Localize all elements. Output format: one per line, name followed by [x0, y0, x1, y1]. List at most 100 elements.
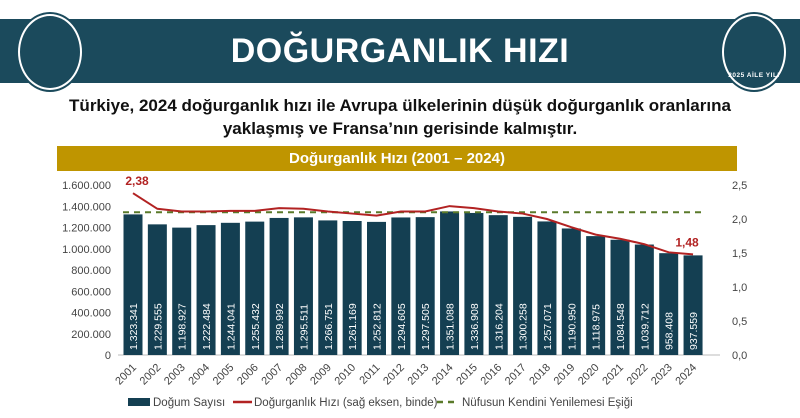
bar-label: 958.408 — [664, 312, 676, 350]
line-annotation: 2,38 — [125, 174, 149, 188]
right-tick-label: 2,0 — [732, 214, 747, 226]
legend-bar-label: Doğum Sayısı — [153, 397, 225, 409]
line-annotation: 1,48 — [675, 235, 699, 249]
x-tick-label: 2018 — [527, 362, 553, 388]
left-tick-label: 200.000 — [71, 329, 111, 341]
bar — [391, 217, 411, 355]
bar-label: 1.118.975 — [591, 304, 603, 350]
x-tick-label: 2012 — [381, 362, 407, 388]
x-tick-label: 2008 — [284, 362, 310, 388]
bar-label: 1.297.505 — [420, 303, 432, 350]
bar — [269, 217, 289, 355]
bar — [440, 211, 460, 355]
bar-label: 1.039.712 — [639, 303, 651, 350]
left-tick-label: 1.600.000 — [62, 180, 111, 192]
bar — [342, 221, 362, 355]
bar — [415, 217, 435, 355]
header-band — [0, 19, 800, 83]
legend-reference-label: Nüfusun Kendini Yenilemesi Eşiği — [462, 397, 633, 409]
bar — [196, 225, 216, 355]
x-tick-label: 2001 — [113, 362, 139, 388]
right-tick-label: 2,5 — [732, 180, 747, 192]
bar — [634, 244, 654, 355]
x-tick-label: 2017 — [503, 362, 529, 388]
bar-label: 1.316.204 — [493, 303, 505, 350]
legend-bar-swatch — [128, 398, 150, 406]
x-tick-label: 2007 — [259, 362, 285, 388]
x-tick-label: 2019 — [552, 362, 578, 388]
bar — [220, 222, 240, 355]
bar — [367, 221, 386, 355]
bar — [488, 215, 508, 355]
page-title: DOĞURGANLIK HIZI — [230, 32, 570, 70]
bar-label: 1.336.908 — [469, 303, 481, 350]
x-tick-label: 2002 — [138, 362, 164, 388]
right-tick-label: 0,5 — [732, 316, 747, 328]
bar — [147, 224, 167, 355]
line-series — [132, 192, 694, 256]
x-tick-label: 2021 — [600, 362, 626, 388]
family-year-logo: 2025 AİLE YILI — [722, 14, 786, 90]
bar-label: 1.222.484 — [201, 303, 213, 350]
x-tick-label: 2004 — [186, 362, 212, 388]
x-tick-label: 2016 — [479, 362, 505, 388]
bar-label: 1.294.605 — [396, 303, 408, 350]
bar — [537, 221, 557, 355]
right-tick-label: 0,0 — [732, 350, 747, 362]
bar-label: 1.252.812 — [372, 303, 384, 350]
bar-label: 1.300.258 — [518, 303, 530, 350]
bar-label: 1.351.088 — [445, 303, 457, 350]
bar-label: 1.261.169 — [347, 303, 359, 350]
x-tick-label: 2020 — [576, 362, 602, 388]
bar — [659, 253, 679, 355]
bar-label: 1.198.927 — [177, 303, 189, 350]
bar-label: 937.559 — [688, 312, 700, 350]
bar — [245, 221, 265, 355]
left-tick-label: 1.200.000 — [62, 223, 111, 235]
right-tick-label: 1,5 — [732, 248, 747, 260]
subtitle-line-1: Türkiye, 2024 doğurganlık hızı ile Avrup… — [69, 96, 731, 115]
left-tick-label: 1.000.000 — [62, 244, 111, 256]
left-tick-label: 1.400.000 — [62, 201, 111, 213]
subtitle-line-2: yaklaşmış ve Fransa’nın gerisinde kalmış… — [222, 119, 578, 138]
left-tick-label: 0 — [105, 350, 111, 362]
legend-line-label: Doğurganlık Hızı (sağ eksen, binde) — [254, 397, 438, 409]
left-tick-label: 400.000 — [71, 308, 111, 320]
bar — [464, 212, 484, 355]
x-tick-label: 2003 — [162, 362, 188, 388]
x-tick-label: 2013 — [406, 362, 432, 388]
x-tick-label: 2006 — [235, 362, 261, 388]
chart-title: Doğurganlık Hızı (2001 – 2024) — [57, 146, 737, 171]
bar-label: 1.289.992 — [274, 303, 286, 350]
bar — [293, 217, 313, 355]
x-tick-label: 2024 — [673, 362, 699, 388]
bar-label: 1.255.432 — [250, 303, 262, 350]
bar — [561, 228, 581, 355]
bar-label: 1.084.548 — [615, 303, 627, 350]
x-tick-label: 2022 — [625, 362, 651, 388]
bar-label: 1.244.041 — [225, 303, 237, 350]
bar — [513, 216, 533, 355]
bar-label: 1.257.071 — [542, 303, 554, 350]
bar — [318, 220, 338, 355]
left-tick-label: 800.000 — [71, 265, 111, 277]
x-tick-label: 2015 — [454, 362, 480, 388]
bar-label: 1.190.950 — [566, 303, 578, 350]
bar-label: 1.266.751 — [323, 303, 335, 350]
bar — [172, 227, 192, 355]
ministry-logo — [18, 14, 82, 90]
subtitle: Türkiye, 2024 doğurganlık hızı ile Avrup… — [40, 94, 760, 140]
bar — [610, 239, 630, 355]
bar-label: 1.229.555 — [152, 303, 164, 350]
x-tick-label: 2010 — [332, 362, 358, 388]
bar-label: 1.323.341 — [128, 303, 140, 350]
right-tick-label: 1,0 — [732, 282, 747, 294]
bar-label: 1.295.511 — [298, 304, 310, 350]
x-tick-label: 2023 — [649, 362, 675, 388]
x-tick-label: 2009 — [308, 362, 334, 388]
bar — [123, 214, 143, 355]
family-year-logo-text: 2025 AİLE YILI — [728, 72, 780, 79]
x-tick-label: 2011 — [357, 362, 382, 387]
x-tick-label: 2005 — [211, 362, 237, 388]
